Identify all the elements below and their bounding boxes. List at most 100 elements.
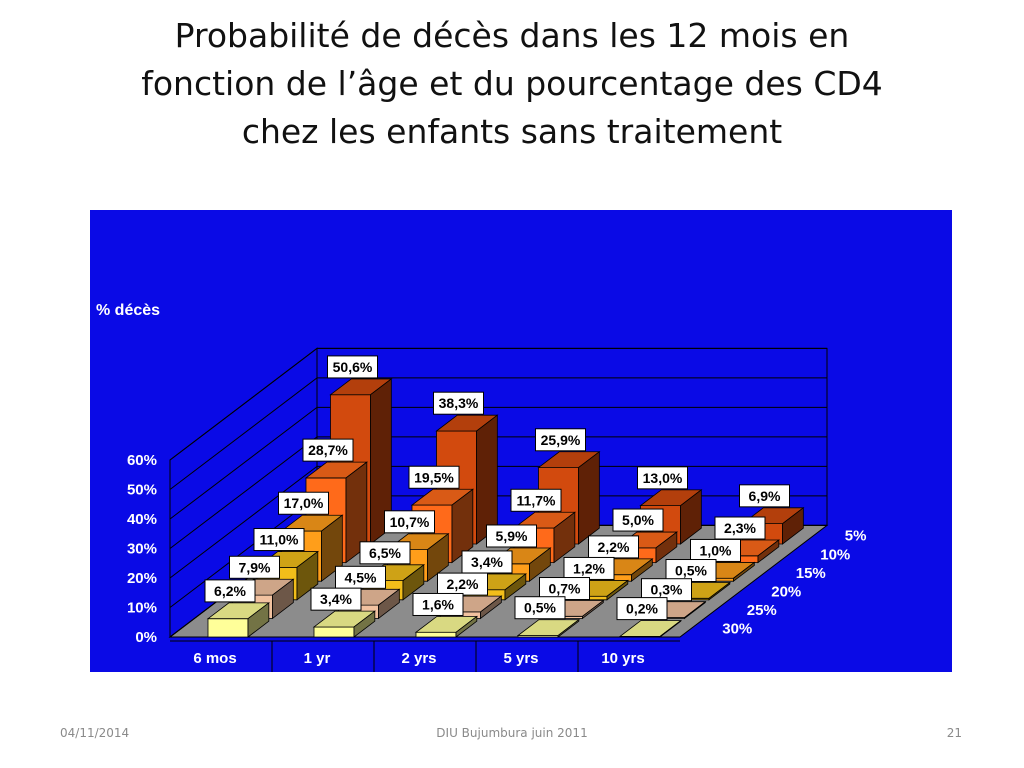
data-label-text: 0,2%	[626, 601, 658, 617]
bar-side	[757, 539, 780, 564]
bar-side	[708, 581, 731, 601]
data-label-text: 11,7%	[517, 492, 556, 508]
data-label-text: 7,9%	[239, 559, 271, 575]
data-label-text: 4,5%	[345, 569, 377, 585]
data-label: 3,4%	[461, 550, 513, 574]
data-label-box	[612, 508, 664, 532]
bar-side	[480, 595, 502, 620]
bar-side	[247, 602, 270, 638]
bar-side	[782, 507, 804, 545]
data-label-box	[514, 596, 566, 620]
data-label: 1,0%	[690, 538, 741, 562]
data-label-text: 2,2%	[447, 576, 479, 592]
bar	[414, 615, 479, 638]
bar-side	[553, 511, 576, 564]
slide-title: Probabilité de décès dans les 12 mois en…	[60, 12, 964, 156]
data-label: 50,6%	[327, 355, 378, 379]
data-label-box	[412, 592, 464, 616]
data-label: 6,2%	[204, 579, 256, 603]
data-label-text: 0,7%	[549, 581, 581, 597]
title-line: Probabilité de décès dans les 12 mois en	[174, 16, 850, 55]
bar-side	[578, 450, 600, 545]
data-label: 2,3%	[714, 516, 766, 540]
data-label-text: 17,0%	[284, 495, 324, 511]
data-label-box	[253, 528, 305, 552]
data-label: 6,9%	[739, 484, 790, 508]
chart-axes: 0% 10% 20% 30% 40% 50% 60% 6 mos 1 yr 2 yrs 5 yrs 1…	[127, 452, 866, 672]
data-label: 6,5%	[359, 541, 411, 565]
series-label: 5%	[845, 528, 867, 545]
bar-side	[631, 558, 653, 583]
data-label: 2,2%	[588, 535, 639, 559]
bar	[312, 610, 377, 638]
gridline-left	[169, 407, 318, 520]
data-label-text: 11,0%	[260, 532, 299, 548]
data-label-box	[739, 484, 790, 508]
bar-side	[655, 531, 678, 564]
data-label-text: 5,0%	[622, 512, 654, 528]
data-label-box	[616, 597, 668, 621]
data-label: 3,4%	[310, 587, 362, 611]
y-tick-label: 20%	[127, 570, 157, 587]
data-label-text: 3,4%	[320, 591, 352, 607]
data-label: 19,5%	[408, 465, 460, 489]
bar	[516, 618, 581, 638]
data-label-text: 2,2%	[598, 539, 630, 555]
data-label-text: 6,9%	[749, 488, 781, 504]
bar	[206, 602, 271, 638]
data-label-box	[327, 355, 378, 379]
series-label: 25%	[747, 602, 777, 619]
data-label-box	[433, 391, 484, 415]
footer-page-number: 21	[946, 726, 962, 740]
data-label: 5,9%	[486, 524, 537, 548]
data-label: 7,9%	[229, 555, 280, 579]
data-label-text: 5,9%	[496, 528, 528, 544]
data-label: 11,0%	[253, 528, 305, 552]
bar-side	[504, 573, 527, 601]
bar-side	[455, 615, 478, 638]
data-label-text: 10,7%	[390, 514, 430, 530]
data-label-box	[535, 428, 586, 452]
data-label: 11,7%	[510, 488, 562, 512]
footer-date: 04/11/2014	[60, 726, 130, 740]
data-label-box	[384, 510, 435, 534]
bar-front	[207, 618, 249, 638]
data-label: 2,2%	[437, 572, 488, 596]
x-tick-label: 2 yrs	[401, 650, 436, 667]
data-label-box	[229, 555, 280, 579]
y-tick-label: 10%	[127, 600, 157, 617]
data-label: 13,0%	[637, 466, 688, 490]
title-line: chez les enfants sans traitement	[241, 112, 783, 151]
bar-side	[370, 378, 392, 545]
data-label: 17,0%	[278, 491, 329, 515]
data-label-box	[408, 465, 460, 489]
data-label-text: 0,3%	[651, 582, 683, 598]
data-label-text: 1,0%	[700, 542, 732, 558]
x-tick-label: 5 yrs	[503, 650, 538, 667]
y-tick-label: 40%	[127, 511, 157, 528]
data-label-text: 0,5%	[524, 600, 556, 616]
bar-front	[313, 626, 355, 638]
data-label: 25,9%	[535, 428, 586, 452]
data-label: 0,2%	[616, 597, 668, 621]
data-label-box	[359, 541, 411, 565]
series-label: 15%	[796, 565, 826, 582]
bar-side	[582, 599, 604, 620]
bar-side	[684, 600, 706, 620]
data-label-box	[310, 587, 362, 611]
x-tick-label: 6 mos	[193, 650, 236, 667]
bar-side	[557, 618, 580, 638]
data-label-text: 19,5%	[414, 469, 454, 485]
data-label: 0,7%	[539, 577, 590, 601]
data-label: 28,7%	[302, 438, 354, 462]
bar-side	[378, 588, 400, 620]
bar-side	[680, 489, 702, 545]
series-label: 30%	[722, 621, 752, 638]
gridline-left	[169, 466, 318, 579]
data-label-box	[510, 488, 562, 512]
y-axis-title: % décès	[96, 302, 160, 319]
title-line: fonction de l’âge et du pourcentage des …	[141, 64, 883, 103]
data-label-text: 1,2%	[573, 560, 605, 576]
y-tick-label: 0%	[135, 629, 157, 646]
